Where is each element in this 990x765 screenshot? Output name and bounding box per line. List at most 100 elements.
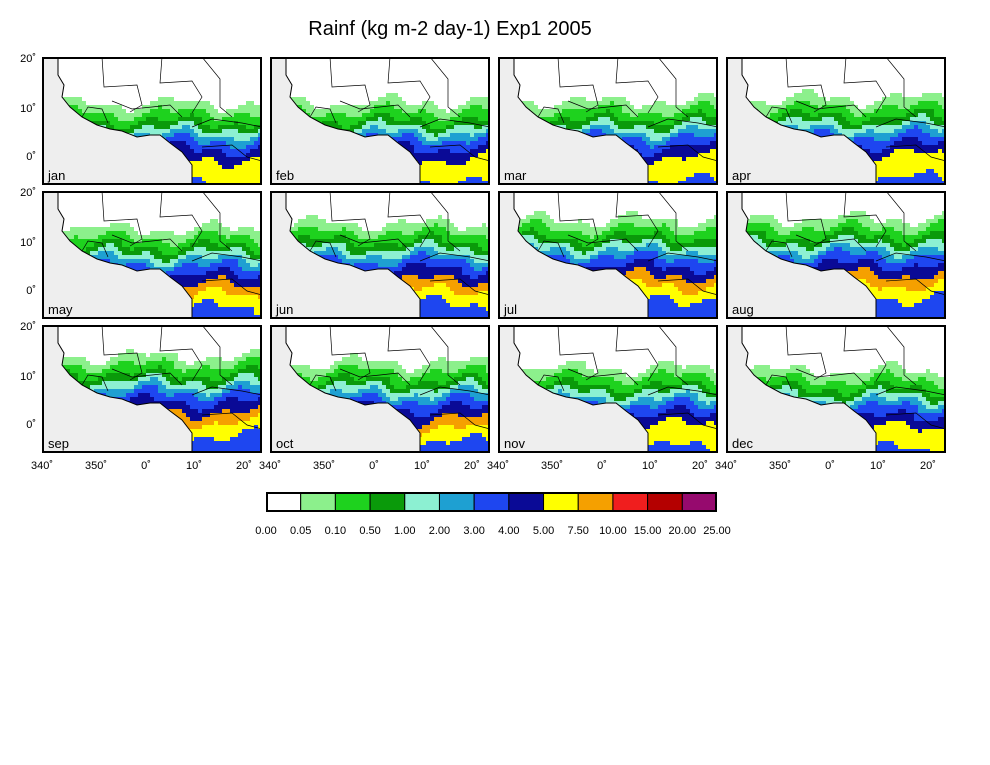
border-dec-3 [795,368,867,386]
month-label-jun: jun [276,302,294,317]
border-feb-3 [339,100,411,118]
x-tick-label: 0˚ [141,460,151,472]
y-tick-label: 20˚ [20,321,36,333]
border-sep-1 [159,325,203,382]
panel-frame-mar [498,57,718,185]
border-jun-5 [309,240,337,258]
colorbar-label: 0.10 [324,525,347,537]
colorbar-swatch [473,492,510,512]
border-mar-2 [657,57,689,118]
panel-frame-aug [726,191,946,319]
border-apr-2 [885,57,917,118]
month-label-may: may [48,302,73,317]
x-tick-label: 20˚ [464,460,480,472]
x-tick-label: 20˚ [692,460,708,472]
x-tick-label: 340˚ [486,460,510,472]
border-nov-3 [567,368,639,386]
border-nov-6 [657,412,718,430]
border-apr-4 [875,118,946,128]
x-tick-label: 10˚ [414,460,430,472]
border-jan-6 [201,144,262,162]
border-jul-5 [537,240,565,258]
border-nov-5 [537,374,565,392]
border-mar-3 [567,100,639,118]
colorbar-label: 0.05 [289,525,312,537]
colorbar-label: 1.00 [394,525,416,537]
border-oct-1 [387,325,431,382]
map-aug [726,191,946,319]
month-label-sep: sep [48,436,69,451]
border-jan-2 [201,57,233,118]
border-apr-1 [843,57,887,114]
border-feb-4 [419,118,490,128]
colorbar-swatch [369,492,406,512]
colorbar-label: 25.00 [703,525,731,537]
x-tick-label: 350˚ [540,460,564,472]
coastline-jun [285,191,490,319]
map-feb [270,57,490,185]
colorbar-swatch [266,492,302,512]
border-mar-6 [657,144,718,162]
colorbar-swatch [543,492,579,512]
colorbar-label: 15.00 [633,525,662,537]
x-tick-label: 10˚ [870,460,886,472]
border-aug-1 [843,191,887,248]
x-tick-label: 0˚ [597,460,607,472]
border-oct-4 [419,386,490,396]
y-tick-label: 20˚ [20,187,36,199]
colorbar-label: 0.00 [255,525,277,537]
border-aug-0 [785,191,827,247]
panel-frame-oct [270,325,490,453]
coastline-feb [285,57,490,185]
border-dec-6 [885,412,946,430]
border-feb-0 [329,57,371,113]
border-aug-5 [765,240,793,258]
x-tick-label: 350˚ [84,460,108,472]
panel-frame-apr [726,57,946,185]
colorbar-swatch [334,492,371,512]
border-may-0 [101,191,143,247]
coastline-apr [741,57,946,185]
border-jun-6 [429,278,490,296]
x-tick-label: 0˚ [369,460,379,472]
border-jan-1 [159,57,203,114]
map-jan [42,57,262,185]
map-panel-jul: jul [498,191,722,321]
colorbar [266,492,717,512]
border-jun-0 [329,191,371,247]
month-label-dec: dec [732,436,753,451]
border-oct-6 [429,412,490,430]
border-nov-2 [657,325,689,386]
y-tick-label: 10˚ [20,371,36,383]
y-tick-label: 10˚ [20,103,36,115]
border-sep-4 [191,386,262,396]
panel-frame-sep [42,325,262,453]
month-label-aug: aug [732,302,754,317]
border-feb-2 [429,57,461,118]
x-tick-label: 340˚ [714,460,738,472]
page-title: Rainf (kg m-2 day-1) Exp1 2005 [308,18,592,40]
month-label-feb: feb [276,168,295,183]
border-jan-0 [101,57,143,113]
x-tick-label: 340˚ [258,460,282,472]
colorbar-swatch [438,492,475,512]
map-mar [498,57,718,185]
border-jan-3 [111,100,183,118]
colorbar-swatch [300,492,336,512]
border-apr-5 [765,106,793,124]
colorbar-swatch [612,492,649,512]
border-oct-2 [429,325,461,386]
map-panel-apr: apr [726,57,950,187]
map-jul [498,191,718,319]
panel-frame-nov [498,325,718,453]
border-mar-0 [557,57,599,113]
border-apr-6 [885,144,946,162]
border-dec-1 [843,325,887,382]
border-may-2 [201,191,233,252]
map-jun [270,191,490,319]
colorbar-frame [266,492,717,512]
border-oct-0 [329,325,371,381]
border-sep-0 [101,325,143,381]
border-mar-5 [537,106,565,124]
month-label-apr: apr [732,168,751,183]
